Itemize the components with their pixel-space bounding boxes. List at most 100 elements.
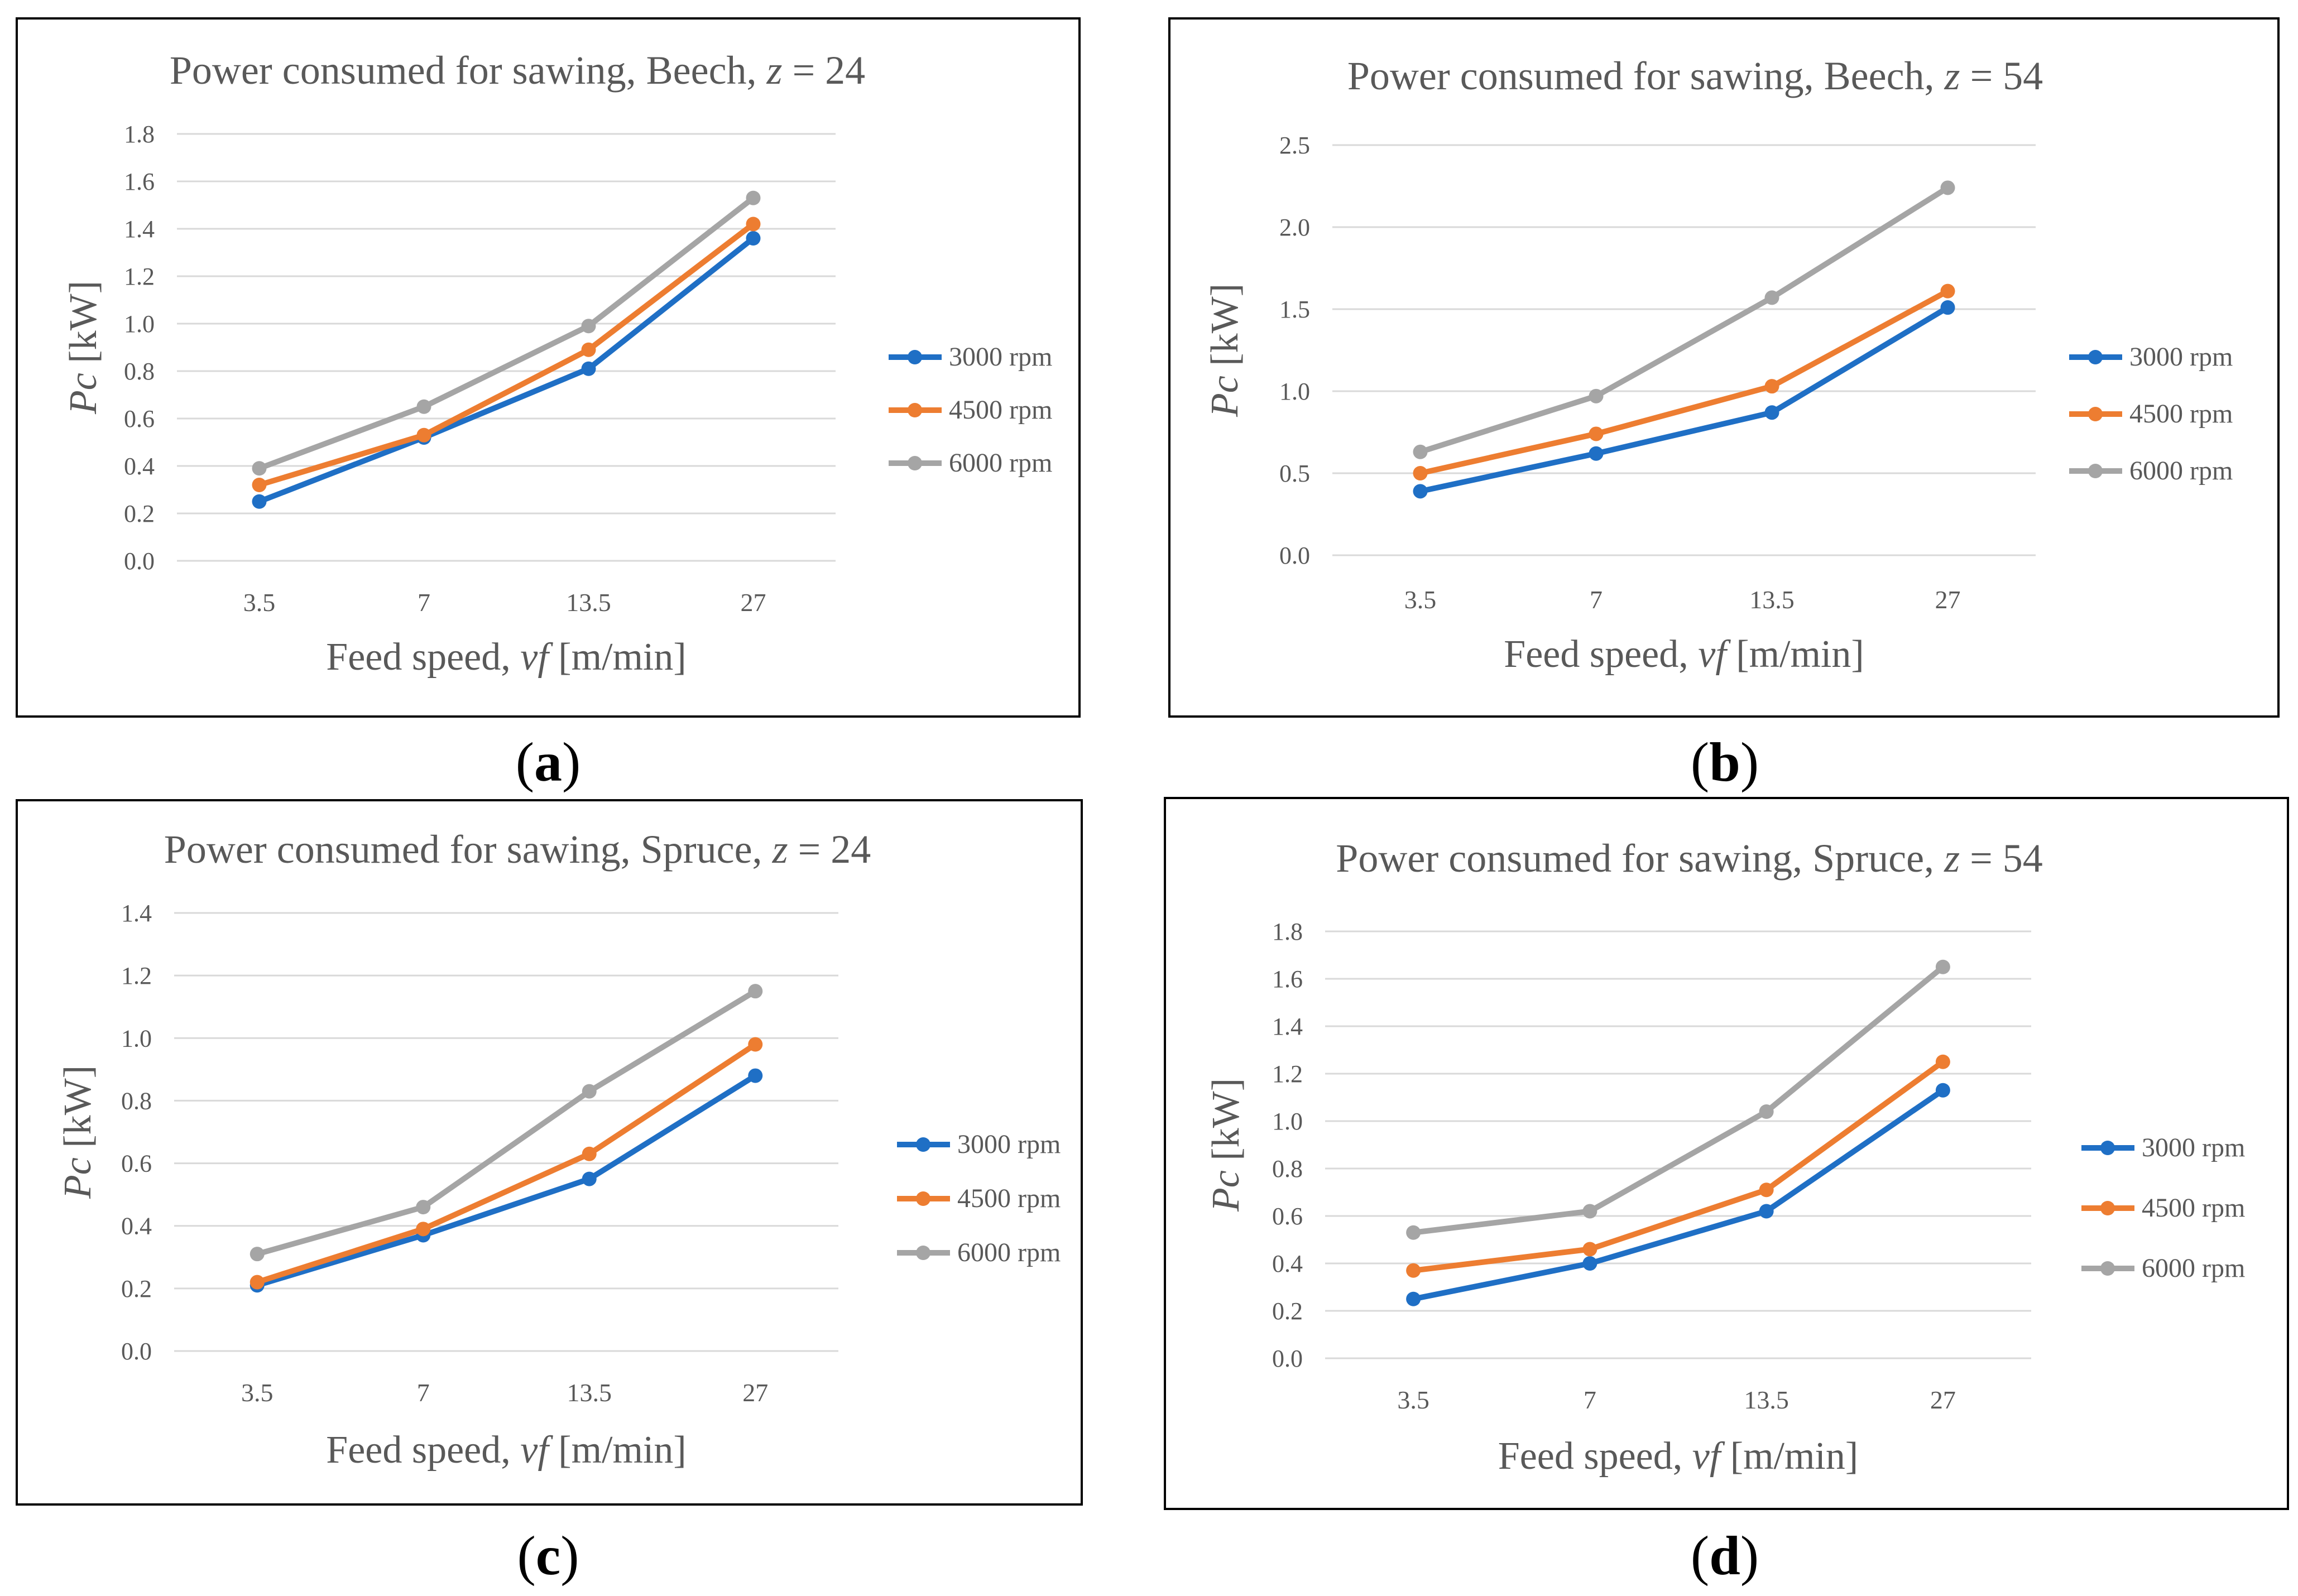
y-axis-label-unit: [kW]: [1203, 283, 1246, 376]
legend-entry: 3000 rpm: [2069, 342, 2233, 372]
legend-entry: 6000 rpm: [2081, 1253, 2245, 1283]
series-line: [254, 1041, 759, 1285]
y-tick-label: 0.0: [1279, 542, 1310, 569]
x-axis-label-unit: [m/min]: [1720, 1435, 1858, 1478]
x-axis-label-text: Feed speed,: [1504, 633, 1698, 676]
y-axis-label: Pc [kW]: [62, 281, 105, 415]
data-point: [252, 461, 267, 476]
data-point: [581, 361, 596, 376]
x-axis-label: Feed speed, vf [m/min]: [326, 636, 686, 679]
y-tick-label: 1.0: [121, 1025, 152, 1052]
x-axis-label-text: Feed speed,: [326, 1429, 520, 1472]
data-point: [416, 427, 431, 443]
data-point: [1406, 1225, 1421, 1240]
x-tick-label: 7: [418, 588, 430, 617]
x-tick-label: 3.5: [241, 1378, 274, 1407]
chart-frame: Power consumed for sawing, Beech, z = 54…: [1168, 17, 2280, 718]
y-axis-label-variable: Pc: [56, 1157, 99, 1199]
chart-title: Power consumed for sawing, Spruce, z = 5…: [1336, 836, 2042, 881]
y-tick-label: 0.6: [1272, 1203, 1303, 1230]
x-axis-label: Feed speed, vf [m/min]: [1504, 633, 1864, 676]
y-tick-label: 0.0: [124, 547, 155, 575]
x-axis-label-variable: vf: [1692, 1435, 1725, 1478]
legend-label: 6000 rpm: [957, 1238, 1061, 1267]
series-4500-rpm: [252, 217, 761, 492]
data-point: [581, 342, 596, 357]
x-tick-label: 3.5: [1397, 1386, 1429, 1414]
x-tick-label: 27: [742, 1378, 768, 1407]
legend-label: 3000 rpm: [2129, 342, 2233, 372]
y-tick-label: 1.2: [1272, 1060, 1303, 1088]
series-4500-rpm: [1413, 283, 1955, 480]
data-point: [581, 319, 596, 334]
legend-label: 4500 rpm: [2129, 399, 2233, 429]
data-point: [416, 1200, 431, 1215]
data-point: [250, 1247, 265, 1262]
series-line: [1417, 185, 1951, 455]
legend-entry: 4500 rpm: [889, 395, 1052, 425]
y-tick-label: 0.2: [121, 1275, 152, 1302]
data-point: [1759, 1182, 1774, 1198]
y-axis-label-unit: [kW]: [56, 1065, 99, 1157]
y-tick-label: 0.4: [121, 1213, 152, 1240]
title-text: Power consumed for sawing, Beech,: [170, 48, 767, 93]
legend-entry: 3000 rpm: [897, 1129, 1061, 1159]
data-point: [1935, 959, 1950, 974]
legend-entry: 4500 rpm: [2069, 399, 2233, 429]
y-tick-label: 0.2: [1272, 1297, 1303, 1325]
caption-letter: c: [535, 1525, 561, 1587]
x-axis-label: Feed speed, vf [m/min]: [326, 1429, 686, 1472]
y-tick-label: 0.2: [124, 500, 155, 527]
line-chart-c: Power consumed for sawing, Spruce, z = 2…: [56, 827, 1061, 1472]
data-point: [1759, 1104, 1774, 1119]
data-point: [746, 190, 761, 205]
data-point: [582, 1084, 597, 1099]
y-tick-label: 1.2: [124, 263, 155, 290]
x-tick-label: 27: [1935, 585, 1961, 614]
x-axis-label-text: Feed speed,: [326, 636, 520, 679]
legend-entry: 4500 rpm: [897, 1184, 1061, 1213]
series-6000-rpm: [250, 984, 763, 1262]
y-tick-label: 0.8: [1272, 1155, 1303, 1182]
title-value: = 24: [783, 48, 866, 93]
x-axis-label-unit: [m/min]: [549, 636, 687, 679]
title-variable: z: [1944, 836, 1960, 881]
chart-frame: Power consumed for sawing, Spruce, z = 5…: [1164, 797, 2289, 1510]
title-variable: z: [1944, 54, 1960, 98]
legend-swatch-marker: [908, 350, 922, 364]
data-point: [1940, 180, 1955, 195]
x-tick-label: 13.5: [566, 588, 611, 617]
data-point: [1582, 1256, 1597, 1271]
x-axis-label-variable: vf: [520, 636, 553, 679]
data-point: [1413, 444, 1428, 459]
legend-entry: 4500 rpm: [2081, 1193, 2245, 1223]
legend-label: 4500 rpm: [949, 395, 1052, 425]
series-line: [1411, 1087, 1946, 1302]
data-point: [1413, 466, 1428, 480]
y-tick-label: 1.8: [1272, 918, 1303, 945]
title-variable: z: [772, 827, 788, 872]
y-tick-label: 1.4: [121, 900, 152, 927]
legend-swatch-marker: [908, 456, 922, 470]
y-tick-label: 0.0: [121, 1338, 152, 1365]
x-tick-label: 7: [1590, 585, 1603, 614]
y-tick-label: 0.8: [121, 1087, 152, 1114]
legend-label: 3000 rpm: [2142, 1133, 2245, 1162]
panel-caption-b: (b): [1690, 731, 1759, 793]
chart-panel-c: Power consumed for sawing, Spruce, z = 2…: [16, 799, 1083, 1506]
chart-panel-d: Power consumed for sawing, Spruce, z = 5…: [1164, 797, 2289, 1510]
chart-panel-b: Power consumed for sawing, Beech, z = 54…: [1168, 17, 2280, 718]
data-point: [1940, 283, 1955, 299]
x-tick-label: 27: [1930, 1386, 1956, 1414]
series-line: [256, 235, 756, 504]
data-point: [250, 1275, 265, 1290]
data-point: [252, 494, 267, 509]
series-line: [256, 221, 756, 488]
series-line: [1411, 1059, 1946, 1273]
x-tick-label: 3.5: [1404, 585, 1437, 614]
y-tick-label: 0.5: [1279, 460, 1310, 487]
legend-swatch-marker: [916, 1246, 930, 1260]
panel-caption-d: (d): [1690, 1525, 1759, 1587]
y-axis-label: Pc [kW]: [1203, 283, 1246, 417]
y-axis-label-unit: [kW]: [62, 281, 105, 373]
